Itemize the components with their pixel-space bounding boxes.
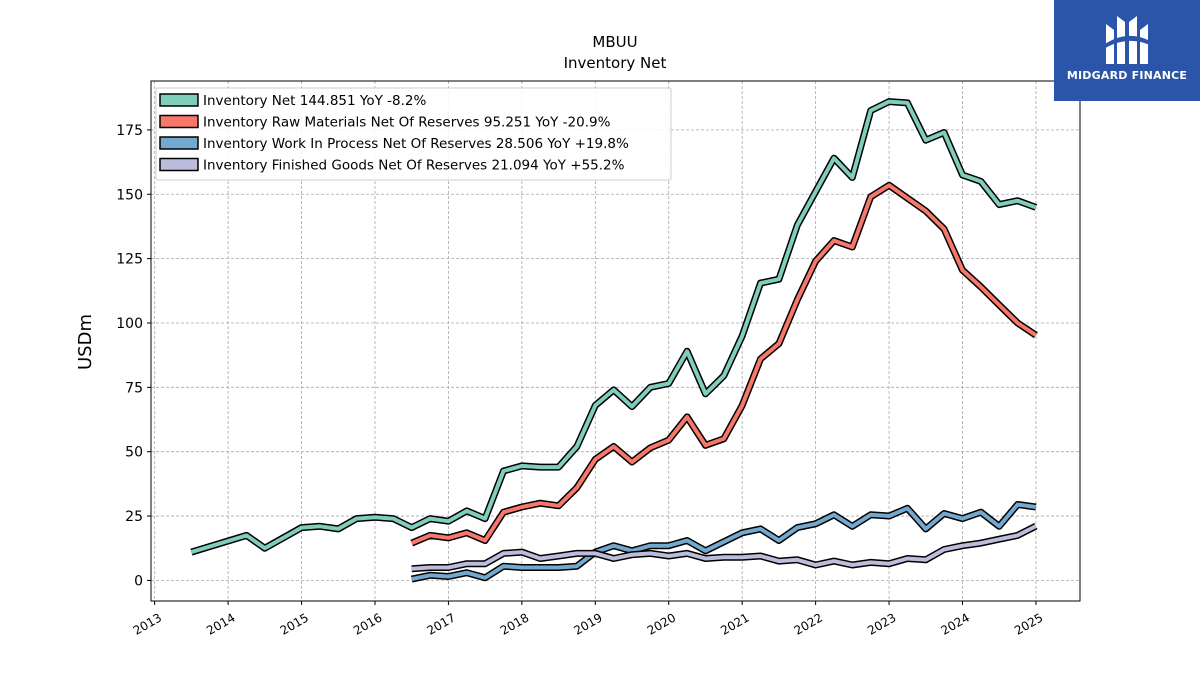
y-tick-label: 75 (125, 380, 143, 396)
series-line (411, 524, 1037, 571)
x-tick-label: 2018 (498, 610, 531, 637)
y-tick-label: 125 (116, 252, 143, 268)
legend-swatch (159, 114, 199, 129)
x-tick-label: 2016 (351, 610, 384, 637)
brand-name: MIDGARD FINANCE (1066, 69, 1188, 82)
x-tick-label: 2023 (865, 610, 898, 637)
x-tick-label: 2025 (1012, 610, 1045, 637)
legend-label: Inventory Net 144.851 YoY -8.2% (203, 93, 426, 109)
x-tick-label: 2017 (424, 610, 457, 637)
x-tick-label: 2013 (131, 610, 164, 637)
x-tick-label: 2015 (278, 610, 311, 637)
series-4 (411, 522, 1038, 573)
series-2 (410, 181, 1038, 547)
y-tick-label: 25 (125, 509, 143, 525)
legend-swatch (159, 93, 199, 107)
legend-label: Inventory Finished Goods Net Of Reserves… (203, 158, 625, 174)
series-line (410, 183, 1038, 545)
y-tick-label: 0 (134, 573, 143, 589)
y-tick-label: 100 (116, 316, 143, 332)
chart-subtitle: Inventory Net (564, 54, 667, 72)
plot-frame (150, 80, 1081, 602)
y-axis-label: USDm (75, 314, 96, 370)
series-line (190, 99, 1037, 555)
y-tick-label: 150 (116, 187, 143, 203)
legend-label: Inventory Raw Materials Net Of Reserves … (203, 115, 611, 131)
x-tick-label: 2021 (718, 610, 751, 637)
chart-title: MBUU (592, 33, 637, 51)
series-3 (410, 501, 1037, 583)
legend: Inventory Net 144.851 YoY -8.2% Inventory… (155, 87, 672, 181)
legend-swatch (159, 157, 199, 172)
legend-label: Inventory Work In Process Net Of Reserve… (203, 136, 629, 152)
series-line (411, 502, 1037, 582)
legend-swatch (159, 136, 199, 150)
midgard-logo-icon (1102, 16, 1152, 64)
x-tick-label: 2014 (204, 610, 237, 637)
legend-box (155, 87, 672, 181)
x-tick-label: 2022 (792, 610, 825, 637)
x-tick-label: 2020 (645, 610, 678, 637)
series-1 (190, 98, 1038, 556)
y-tick-label: 175 (116, 123, 143, 139)
series-line-outline (410, 181, 1038, 547)
brand-logo: MIDGARD FINANCE (1054, 0, 1200, 101)
x-tick-label: 2019 (571, 610, 604, 637)
y-tick-label: 50 (125, 445, 143, 461)
series-line-outline (411, 522, 1038, 573)
x-tick-label: 2024 (939, 610, 972, 637)
series-lines (190, 98, 1038, 583)
